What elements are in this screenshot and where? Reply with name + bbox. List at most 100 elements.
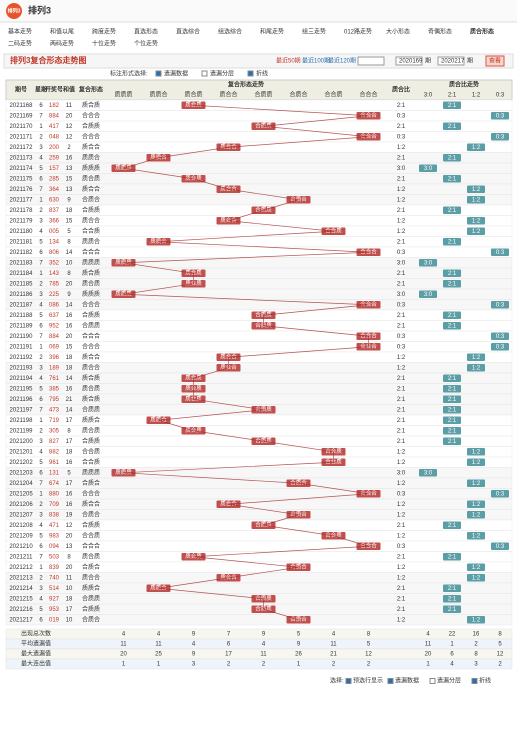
cell: 10 [66,617,73,623]
nav-link[interactable]: 和尾走势 [260,28,284,36]
nav-link[interactable]: 奇偶形态 [428,28,452,36]
column-header: 复合形态 [78,86,103,94]
ratio-badge-text: 2:1 [448,428,457,434]
form-badge-text: 质质合 [150,237,167,245]
range-link[interactable]: 最近50期 [276,57,301,65]
cell: 285 [49,176,60,182]
nav-link[interactable]: 两码走势 [50,40,74,48]
cell: 6 [39,617,43,623]
nav-link[interactable]: 质合形态 [470,28,494,36]
cell: 4 [39,596,43,602]
to-input[interactable] [437,56,465,66]
range-link[interactable]: 最近100期 [302,57,330,65]
ratio-badge [467,143,485,151]
checkbox[interactable] [429,678,436,684]
range-link[interactable]: 最近120期 [328,57,356,65]
cell: 18 [66,208,73,214]
stats-row-bg [5,628,513,640]
checkbox[interactable] [155,70,162,77]
nav-link[interactable]: 和值以尾 [50,28,74,36]
stats-cell: 9 [192,632,196,638]
nav-link[interactable]: 十位走势 [92,40,116,48]
nav-link[interactable]: 基本走势 [8,28,32,36]
cell: 5 [39,386,43,392]
cell: 2:1 [397,281,406,287]
stats-row-bg [5,638,513,650]
nav-link[interactable]: 直选形态 [134,28,158,36]
cell: 2021186 [10,292,34,298]
form-header: 合合合 [359,91,377,99]
stats-cell: 2 [262,662,266,668]
form-badge-text: 质质质 [115,290,132,298]
cell: 17 [66,481,73,487]
cell: 1:2 [397,365,406,371]
from-input[interactable] [395,56,423,66]
form-badge-text: 质合质 [185,269,202,277]
cell: 合合质 [82,227,100,235]
cell: 7 [39,407,43,413]
cell: 094 [49,544,60,550]
cell: 3 [39,586,43,592]
nav-link[interactable]: 组选综合 [218,28,242,36]
ratio-badge-text: 1:2 [472,218,481,224]
cell: 305 [49,428,60,434]
ratio-badge-text: 1:2 [472,145,481,151]
nav-link[interactable]: 大小形态 [386,28,410,36]
cell: 14 [66,250,73,256]
form-badge-text: 质合质 [185,174,202,182]
cell: 740 [49,575,60,581]
cell: 048 [49,134,60,140]
cell: 6 [39,323,43,329]
stats-cell: 5 [297,632,301,638]
view-button[interactable] [485,55,505,67]
stats-cell: 3 [474,662,478,668]
stats-cell: 2 [332,662,336,668]
cell: 2:1 [397,428,406,434]
ratio-badge-text: 2:1 [448,397,457,403]
stats-cell: 8 [474,652,478,658]
nav-link[interactable]: 012路走势 [344,28,372,36]
nav-link[interactable]: 个位走势 [134,40,158,48]
nav-link[interactable]: 组三走势 [302,28,326,36]
nav-link[interactable]: 二码走势 [8,40,32,48]
ratio-badge [467,574,485,582]
checkbox[interactable] [345,678,352,684]
ratio-badge [443,311,461,319]
cell: 合合合 [82,248,100,256]
checkbox[interactable] [247,70,254,77]
ratio-badge-text: 3:0 [424,292,433,298]
cell: 14 [66,376,73,382]
select-box[interactable] [357,56,385,66]
nav-link[interactable]: 跨度走势 [92,28,116,36]
form-badge-text: 合质质 [255,437,272,445]
ratio-badge-text: 2:1 [448,313,457,319]
ratio-badge [443,238,461,246]
ratio-badge-text: 1:2 [472,502,481,508]
form-badge-text: 质质合 [150,153,167,161]
stats-cell: 4 [332,632,336,638]
stats-cell: 6 [227,642,231,648]
checkbox[interactable] [387,678,394,684]
form-badge-text: 合质合 [290,195,307,203]
nav-link[interactable]: 直选综合 [176,28,200,36]
stats-row-bg [5,648,513,660]
cell: 3 [39,145,43,151]
cell: 2021214 [9,586,33,592]
cell: 2021174 [10,166,34,172]
view-button-text[interactable]: 查看 [489,57,501,65]
cell: 3 [39,218,43,224]
cell: 630 [49,197,60,203]
checkbox[interactable] [201,70,208,77]
cell: 019 [49,617,60,623]
cell: 合质质 [82,321,100,329]
checkbox[interactable] [471,678,478,684]
ratio-badge [467,500,485,508]
top-bar [0,0,517,22]
ratio-badge [419,469,437,477]
footer-option: 预选行显示 [353,677,383,685]
ratio-badge-text: 1:2 [472,229,481,235]
cell: 200 [49,145,60,151]
stats-cell: 11 [155,642,162,648]
cell: 884 [49,113,60,119]
cell: 2021172 [10,145,34,151]
